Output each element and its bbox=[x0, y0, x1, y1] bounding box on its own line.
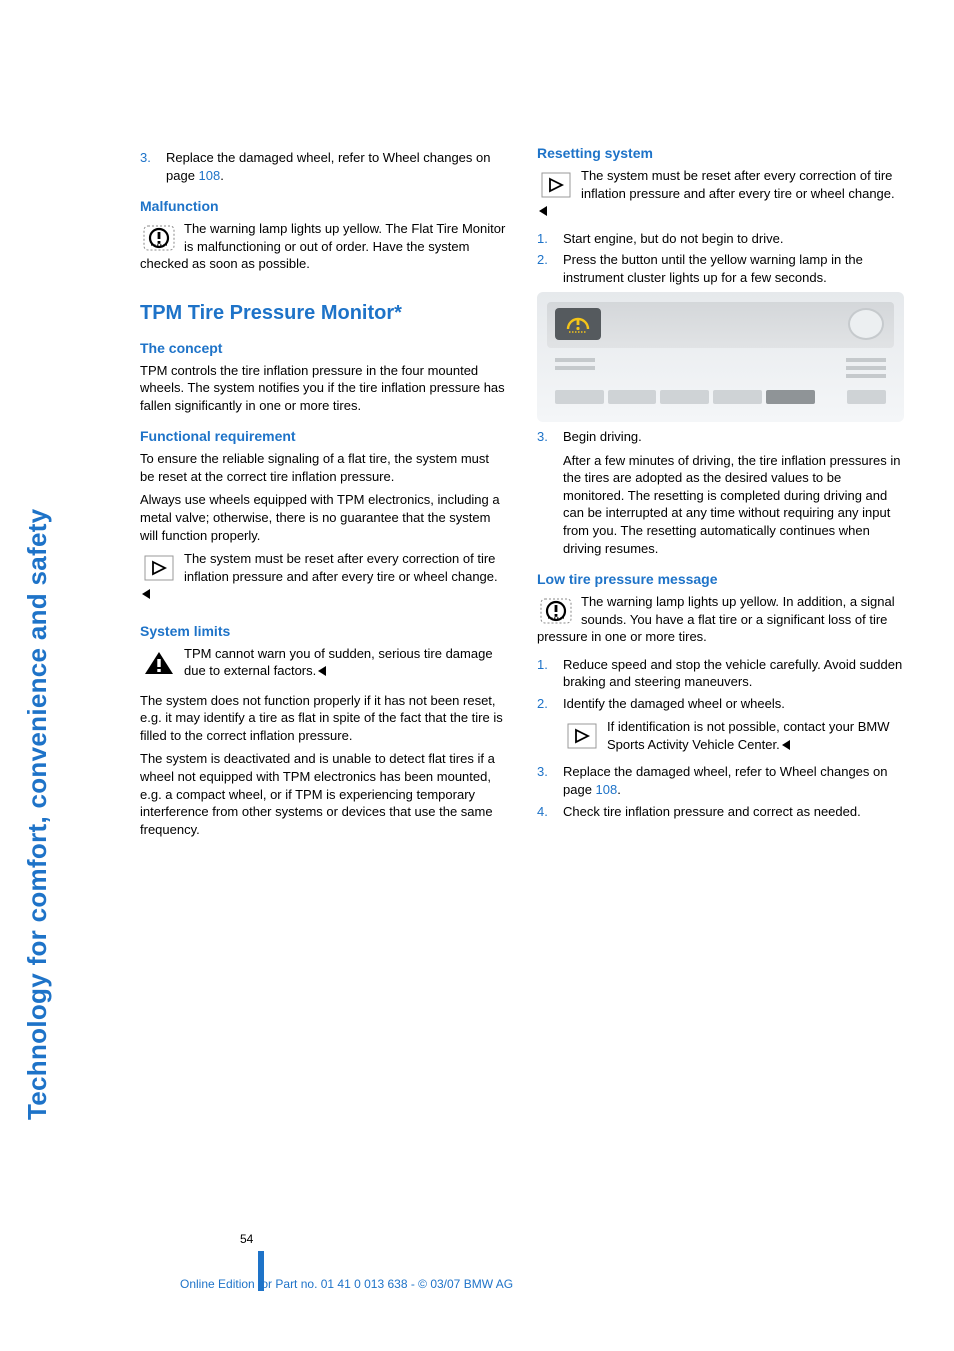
info-triangle-icon bbox=[140, 552, 178, 584]
chapter-label: Technology for comfort, convenience and … bbox=[22, 509, 53, 1120]
list-text: Identify the damaged wheel or wheels. bbox=[563, 695, 785, 713]
warning-lamp-icon bbox=[537, 595, 575, 627]
list-text: Check tire inflation pressure and correc… bbox=[563, 803, 861, 821]
damaged-wheel-list: 3. Replace the damaged wheel, refer to W… bbox=[140, 149, 507, 184]
info-triangle-icon bbox=[537, 169, 575, 201]
list-text: Begin driving. After a few minutes of dr… bbox=[563, 428, 904, 557]
low-steps-list: 1. Reduce speed and stop the vehicle care… bbox=[537, 656, 904, 713]
limits-note: TPM cannot warn you of sudden, serious t… bbox=[140, 645, 507, 680]
list-item: 4. Check tire inflation pressure and corr… bbox=[537, 803, 904, 821]
low-steps-list-cont: 3. Replace the damaged wheel, refer to Wh… bbox=[537, 763, 904, 820]
list-text: Reduce speed and stop the vehicle carefu… bbox=[563, 656, 904, 691]
warning-lamp-icon bbox=[140, 222, 178, 254]
funcreq-paragraph-1: To ensure the reliable signaling of a fl… bbox=[140, 450, 507, 485]
list-item: 2. Press the button until the yellow warn… bbox=[537, 251, 904, 286]
end-marker-icon bbox=[318, 666, 326, 676]
list-text: Replace the damaged wheel, refer to Whee… bbox=[563, 763, 904, 798]
malfunction-paragraph: The warning lamp lights up yellow. The F… bbox=[140, 220, 507, 273]
funcreq-heading: Functional requirement bbox=[140, 428, 507, 444]
low-heading: Low tire pressure message bbox=[537, 571, 904, 587]
low-identification-note: If identification is not possible, conta… bbox=[563, 718, 904, 753]
list-item: 2. Identify the damaged wheel or wheels. bbox=[537, 695, 904, 713]
left-column: 3. Replace the damaged wheel, refer to W… bbox=[140, 145, 507, 1351]
footer: Online Edition for Part no. 01 41 0 013 … bbox=[180, 1277, 513, 1291]
reset-heading: Resetting system bbox=[537, 145, 904, 161]
tpm-heading: TPM Tire Pressure Monitor* bbox=[140, 301, 507, 326]
concept-heading: The concept bbox=[140, 340, 507, 356]
gauge-icon bbox=[848, 308, 884, 340]
dash-mid-panel bbox=[547, 354, 894, 384]
list-text: Start engine, but do not begin to drive. bbox=[563, 230, 783, 248]
dash-bottom-panel bbox=[547, 390, 894, 410]
reset-steps-list: 1. Start engine, but do not begin to driv… bbox=[537, 230, 904, 287]
list-number: 3. bbox=[537, 763, 553, 798]
end-marker-icon bbox=[539, 206, 547, 216]
low-note: The warning lamp lights up yellow. In ad… bbox=[537, 593, 904, 646]
page-ref-link[interactable]: 108 bbox=[199, 168, 221, 183]
info-triangle-icon bbox=[563, 720, 601, 752]
limits-paragraph-1: The system does not function properly if… bbox=[140, 692, 507, 745]
caution-triangle-icon bbox=[140, 647, 178, 679]
reset-note: The system must be reset after every cor… bbox=[537, 167, 904, 220]
content-area: 3. Replace the damaged wheel, refer to W… bbox=[70, 0, 954, 1351]
right-column: Resetting system The system must be rese… bbox=[537, 145, 904, 1351]
list-item: 1. Start engine, but do not begin to driv… bbox=[537, 230, 904, 248]
list-text: Replace the damaged wheel, refer to Whee… bbox=[166, 149, 507, 184]
list-number: 1. bbox=[537, 230, 553, 248]
concept-paragraph: TPM controls the tire inflation pressure… bbox=[140, 362, 507, 415]
list-number: 2. bbox=[537, 251, 553, 286]
page-number: 54 bbox=[240, 1232, 253, 1246]
dash-top-panel bbox=[547, 302, 894, 348]
dashboard-illustration bbox=[537, 292, 904, 422]
funcreq-paragraph-2: Always use wheels equipped with TPM elec… bbox=[140, 491, 507, 544]
list-number: 3. bbox=[140, 149, 156, 184]
reset-steps-list-cont: 3. Begin driving. After a few minutes of… bbox=[537, 428, 904, 557]
sidebar: Technology for comfort, convenience and … bbox=[0, 0, 70, 1351]
list-number: 1. bbox=[537, 656, 553, 691]
list-number: 2. bbox=[537, 695, 553, 713]
funcreq-note: The system must be reset after every cor… bbox=[140, 550, 507, 603]
list-item: 3. Replace the damaged wheel, refer to W… bbox=[140, 149, 507, 184]
footer-text: Online Edition for Part no. 01 41 0 013 … bbox=[180, 1277, 513, 1291]
list-item: 3. Begin driving. After a few minutes of… bbox=[537, 428, 904, 557]
malfunction-heading: Malfunction bbox=[140, 198, 507, 214]
list-number: 3. bbox=[537, 428, 553, 557]
end-marker-icon bbox=[782, 740, 790, 750]
list-item: 1. Reduce speed and stop the vehicle care… bbox=[537, 656, 904, 691]
list-number: 4. bbox=[537, 803, 553, 821]
list-text: Press the button until the yellow warnin… bbox=[563, 251, 904, 286]
tpm-warning-badge-icon bbox=[555, 308, 601, 340]
list-item: 3. Replace the damaged wheel, refer to Wh… bbox=[537, 763, 904, 798]
page-ref-link[interactable]: 108 bbox=[596, 782, 618, 797]
limits-heading: System limits bbox=[140, 623, 507, 639]
page: Technology for comfort, convenience and … bbox=[0, 0, 954, 1351]
end-marker-icon bbox=[142, 589, 150, 599]
limits-paragraph-2: The system is deactivated and is unable … bbox=[140, 750, 507, 838]
